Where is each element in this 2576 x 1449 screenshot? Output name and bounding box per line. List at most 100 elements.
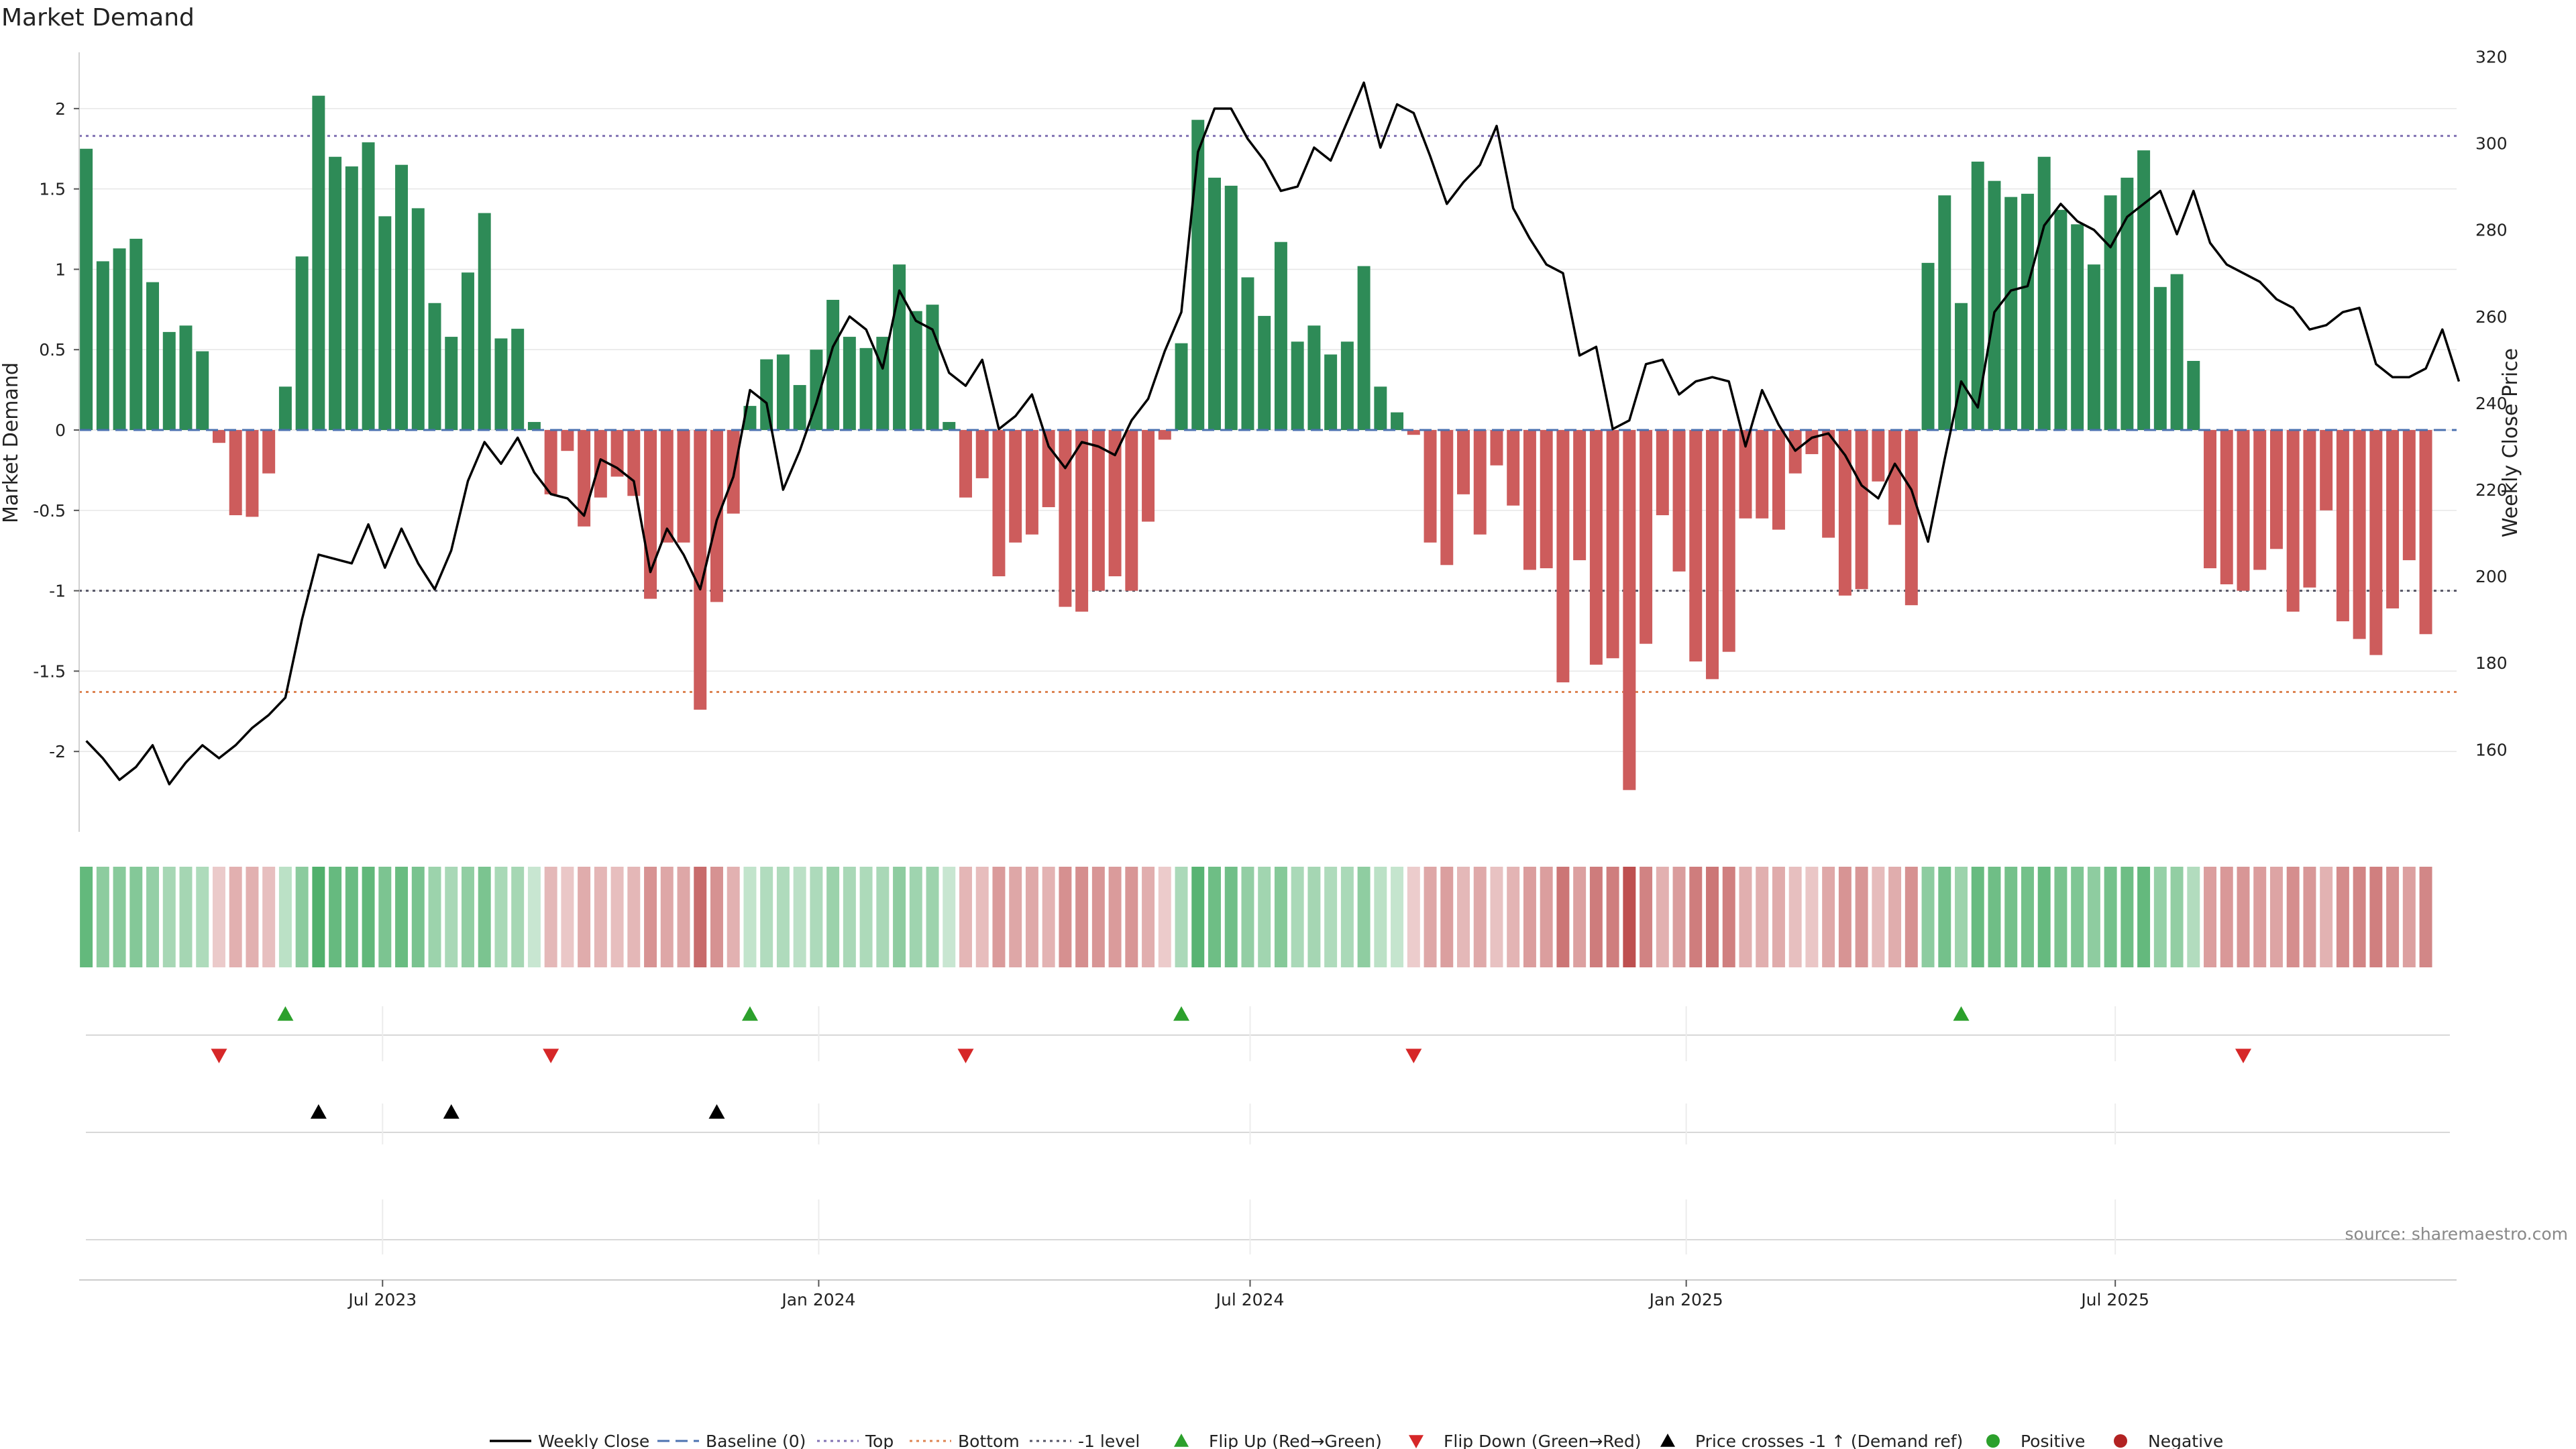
demand-bar [494,338,508,431]
heat-cell [1706,867,1719,967]
heat-cell [2336,867,2349,967]
demand-bar [229,430,242,516]
demand-bar [1640,430,1653,644]
heat-cell [428,867,441,967]
demand-bar [527,422,541,431]
demand-bar [594,430,607,498]
demand-bar [362,142,375,431]
heat-cell [1722,867,1735,967]
legend-item-baseline: Baseline (0) [657,1432,806,1449]
heat-cell [2054,867,2068,967]
demand-bar [1756,430,1769,519]
flip-down-marker [957,1049,974,1063]
demand-bar [1391,412,1404,431]
demand-bar [1706,430,1719,680]
heat-cell [1075,867,1089,967]
heat-cell [1921,867,1935,967]
heat-cell [1772,867,1785,967]
x-tick-label: Jul 2024 [1215,1290,1285,1309]
heat-cell [1042,867,1055,967]
demand-bar [179,325,193,431]
heat-cell [578,867,591,967]
heat-cell [1340,867,1354,967]
demand-bar [1191,119,1205,431]
heat-cell [644,867,657,967]
heat-cell [959,867,972,967]
left-tick-label: 0 [55,421,66,440]
heat-cell [926,867,939,967]
demand-bar [843,337,856,431]
demand-bar [2071,224,2084,431]
heat-cell [1473,867,1487,967]
demand-bar [909,311,922,431]
demand-bar [694,430,707,710]
heat-cell [129,867,143,967]
left-tick-label: -1 [49,582,66,601]
heat-cell [1988,867,2001,967]
demand-bar [1009,430,1022,543]
heat-cell [1556,867,1570,967]
demand-bar [1573,430,1587,561]
demand-bar [312,95,325,431]
demand-bar [2303,430,2316,588]
left-axis-label: Market Demand [0,362,23,523]
demand-bar [2419,430,2432,635]
flip-down-marker [211,1049,227,1063]
legend-swatch [1409,1435,1424,1448]
heat-cell [113,867,126,967]
flip-up-marker [277,1006,294,1021]
demand-bar [1175,343,1188,431]
demand-bar [278,386,292,431]
demand-bar [2402,430,2416,561]
heat-cell [329,867,342,967]
heat-cell [1672,867,1686,967]
demand-bar [1540,430,1553,569]
heat-cell [295,867,309,967]
demand-bar [1407,430,1420,435]
demand-bar [1872,430,1885,482]
heat-cell [1158,867,1171,967]
heat-cell [378,867,392,967]
axes: -2 -1.5 -1 -0.5 0 0.5 1 1.5 2 160 180 200 220 240 260 2… [33,47,2508,832]
heat-cell [196,867,209,967]
heat-cell [1872,867,1885,967]
demand-bar [1042,430,1055,508]
price-cross-marker [708,1104,725,1119]
x-axis: Jul 2023 Jan 2024 Jul 2024 Jan 2025 Jul 2025 [79,1006,2457,1309]
heat-cell [694,867,707,967]
heat-cell [2237,867,2250,967]
flip-down-marker [1405,1049,1422,1063]
demand-bar [926,305,939,431]
heat-cell [246,867,259,967]
heat-cell [1258,867,1271,967]
heat-cell [776,867,790,967]
heat-cell [677,867,690,967]
legend-item-minus-one: -1 level [1030,1432,1140,1449]
legend-swatch [1660,1434,1675,1447]
demand-bar [1938,195,1951,431]
demand-bar [1340,341,1354,431]
demand-bar [826,299,840,431]
heat-cell [1175,867,1188,967]
heat-cell [594,867,607,967]
demand-bar [1091,430,1105,591]
left-tick-label: 2 [55,99,66,119]
flip-up-marker [741,1006,758,1021]
heat-cell [627,867,641,967]
demand-bar [1208,177,1221,431]
demand-bar [1158,430,1171,440]
demand-bar [146,282,160,431]
demand-bars [80,95,2432,790]
flip-down-marker [2235,1049,2251,1063]
demand-bar [1556,430,1570,683]
demand-bar [196,351,209,431]
flip-down-marker [543,1049,559,1063]
heat-cell [2253,867,2267,967]
demand-bar [2320,430,2333,511]
right-tick-label: 260 [2475,307,2508,327]
heat-cell [1573,867,1587,967]
heat-cell [561,867,574,967]
legend-swatch [1174,1434,1189,1447]
heat-cell [2369,867,2383,967]
heat-cell [843,867,856,967]
